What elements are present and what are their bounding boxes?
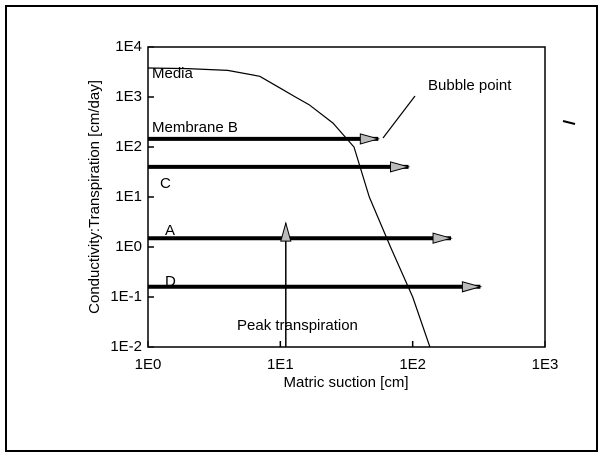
y-tick-label: 1E-1 (110, 288, 142, 305)
x-tick-label: 1E0 (135, 356, 162, 373)
arrow-head (280, 221, 292, 242)
y-tick-label: 1E-2 (110, 338, 142, 355)
x-tick-label: 1E2 (399, 356, 426, 373)
y-tick-label: 1E4 (115, 38, 142, 55)
series-label: Membrane B (152, 119, 238, 136)
series-label: D (165, 273, 176, 290)
series-label: C (160, 175, 171, 192)
x-tick-label: 1E3 (532, 356, 559, 373)
y-tick-label: 1E2 (115, 138, 142, 155)
arrow-head (432, 232, 453, 244)
arrow-head (359, 133, 381, 145)
series-label: Peak transpiration (237, 317, 358, 334)
stray-mark (562, 120, 576, 125)
arrow-head (389, 161, 411, 173)
y-tick-label: 1E0 (115, 238, 142, 255)
series-label: A (165, 222, 175, 239)
y-tick-label: 1E1 (115, 188, 142, 205)
leader-line (382, 95, 416, 139)
y-tick-label: 1E3 (115, 88, 142, 105)
arrow-head (461, 281, 483, 293)
series-label: Media (152, 65, 194, 82)
frame (5, 5, 598, 452)
x-axis-label: Matric suction [cm] (283, 374, 408, 391)
annotation: Bubble point (428, 77, 512, 94)
x-tick-label: 1E1 (267, 356, 294, 373)
y-axis-label: Conductivity:Transpiration [cm/day] (86, 80, 103, 314)
